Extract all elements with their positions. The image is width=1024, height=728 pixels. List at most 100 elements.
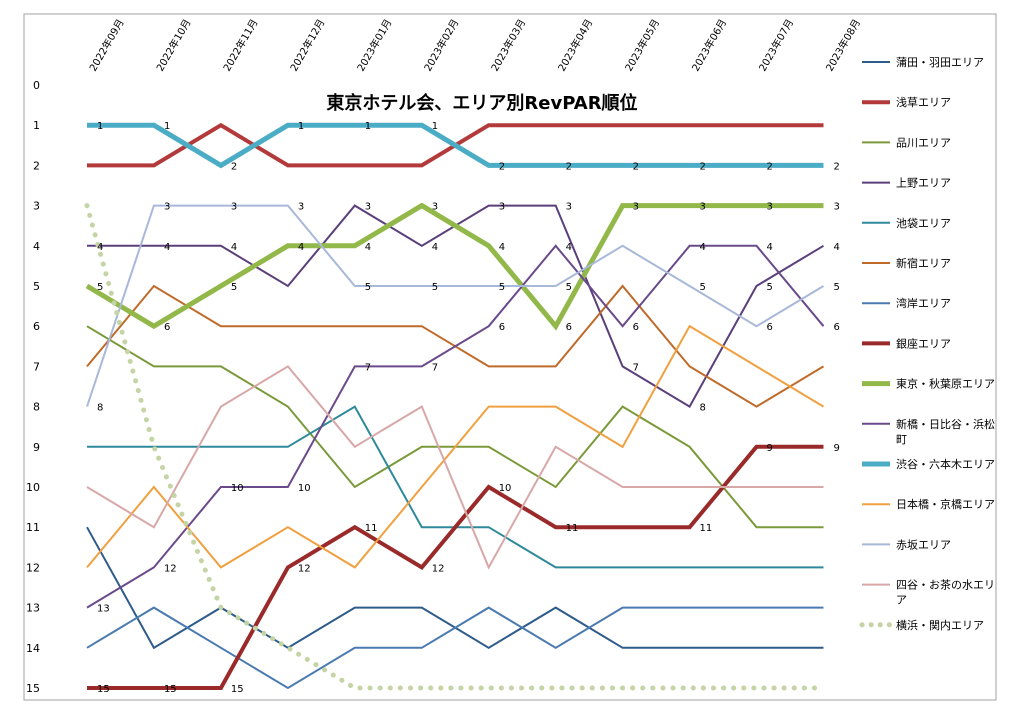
- data-label: 3: [298, 202, 304, 213]
- data-label: 3: [432, 202, 438, 213]
- y-tick-label: 13: [26, 602, 40, 615]
- y-tick-label: 14: [26, 642, 40, 655]
- data-label: 5: [833, 282, 839, 293]
- data-label: 15: [231, 684, 244, 695]
- y-tick-label: 15: [26, 682, 40, 695]
- data-label: 3: [566, 202, 572, 213]
- data-label: 8: [700, 403, 706, 414]
- legend-label: 四谷・お茶の水エリア: [896, 579, 995, 607]
- data-label: 6: [499, 322, 505, 333]
- data-label: 5: [700, 282, 706, 293]
- data-label: 7: [432, 362, 438, 373]
- y-tick-label: 12: [26, 561, 40, 574]
- data-label: 2: [231, 161, 237, 172]
- data-label: 11: [566, 523, 579, 534]
- legend-label: 横浜・関内エリア: [896, 618, 984, 632]
- data-label: 4: [499, 242, 505, 253]
- data-label: 4: [97, 242, 103, 253]
- y-tick-label: 11: [26, 521, 40, 534]
- data-label: 2: [499, 161, 505, 172]
- series-line: [87, 122, 824, 169]
- data-label: 3: [700, 202, 706, 213]
- legend-label: 湾岸エリア: [896, 296, 951, 310]
- chart-border: [23, 13, 997, 701]
- data-label: 8: [97, 403, 103, 414]
- y-tick-label: 7: [33, 360, 40, 373]
- legend-label: 上野エリア: [896, 177, 951, 190]
- data-label: 6: [566, 322, 572, 333]
- data-label: 5: [432, 282, 438, 293]
- data-label: 3: [767, 202, 773, 213]
- data-label: 15: [97, 684, 110, 695]
- data-label: 11: [700, 523, 713, 534]
- series-line: [86, 244, 825, 609]
- data-label: 2: [767, 161, 773, 172]
- legend-label: 池袋エリア: [896, 216, 951, 230]
- y-tick-label: 5: [33, 280, 40, 293]
- data-label: 4: [833, 242, 839, 253]
- data-label: 4: [365, 242, 371, 253]
- data-label: 1: [365, 121, 371, 132]
- data-label: 1: [97, 121, 103, 132]
- data-label: 6: [633, 322, 639, 333]
- data-label: 5: [767, 282, 773, 293]
- data-label: 3: [633, 202, 639, 213]
- data-label: 15: [164, 684, 177, 695]
- data-label: 3: [164, 202, 170, 213]
- y-tick-label: 10: [26, 481, 40, 494]
- y-tick-label: 4: [33, 240, 40, 253]
- data-label: 12: [164, 563, 177, 574]
- data-label: 7: [365, 362, 371, 373]
- y-tick-label: 9: [33, 441, 40, 454]
- y-tick-label: 8: [33, 401, 40, 414]
- data-label: 9: [767, 443, 773, 454]
- data-label: 13: [97, 604, 110, 615]
- data-label: 1: [164, 121, 170, 132]
- data-label: 4: [231, 242, 237, 253]
- y-tick-label: 6: [33, 320, 40, 333]
- data-label: 4: [700, 242, 706, 253]
- legend-label: 東京・秋葉原エリア: [896, 377, 995, 391]
- legend-label: 日本橋・京橋エリア: [896, 497, 995, 511]
- data-label: 2: [633, 161, 639, 172]
- legend-label: 浅草エリア: [896, 96, 951, 109]
- legend-label: 新橋・日比谷・浜松町: [896, 417, 995, 446]
- data-label: 2: [566, 161, 572, 172]
- legend-label: 銀座エリア: [896, 336, 951, 350]
- legend: 蒲田・羽田エリア浅草エリア品川エリア上野エリア池袋エリア新宿エリア湾岸エリア銀座…: [859, 55, 995, 632]
- data-label: 10: [298, 483, 311, 494]
- y-tick-label: 3: [33, 200, 40, 213]
- data-label: 6: [833, 322, 839, 333]
- data-label: 9: [833, 443, 839, 454]
- data-label: 5: [231, 282, 237, 293]
- series-line: [84, 203, 826, 691]
- data-label: 3: [365, 202, 371, 213]
- data-label: 3: [833, 202, 839, 213]
- series-line: [86, 606, 824, 690]
- data-label: 12: [432, 563, 445, 574]
- series-line: [86, 204, 825, 407]
- series-line: [86, 324, 825, 569]
- data-label: 4: [767, 242, 773, 253]
- data-label: 5: [499, 282, 505, 293]
- data-label: 12: [298, 563, 311, 574]
- data-label: 7: [633, 362, 639, 373]
- data-label: 4: [432, 242, 438, 253]
- data-label: 10: [231, 483, 244, 494]
- data-label: 4: [298, 242, 304, 253]
- data-label: 1: [298, 121, 304, 132]
- data-label: 3: [231, 202, 237, 213]
- legend-label: 渋谷・六本木エリア: [896, 457, 995, 471]
- y-tick-label: 0: [33, 79, 40, 92]
- data-label: 5: [365, 282, 371, 293]
- data-label: 5: [97, 282, 103, 293]
- data-label: 10: [499, 483, 512, 494]
- legend-label: 赤坂エリア: [896, 538, 951, 551]
- data-label: 11: [365, 523, 378, 534]
- data-label: 4: [566, 242, 572, 253]
- data-label: 5: [566, 282, 572, 293]
- series-line: [86, 365, 824, 570]
- data-label: 2: [833, 161, 839, 172]
